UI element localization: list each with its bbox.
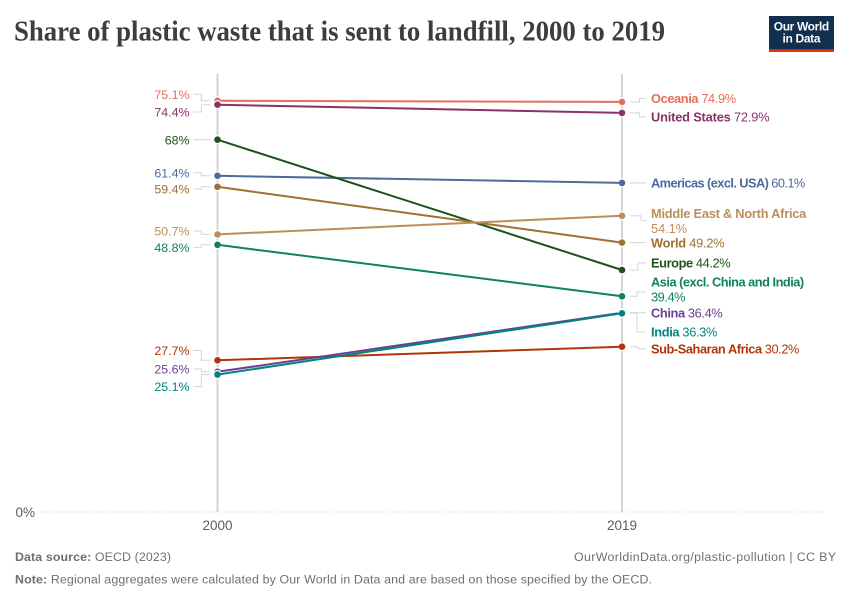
svg-text:Note: Regional aggregates were: Note: Regional aggregates were calculate… <box>15 572 652 586</box>
svg-text:World 49.2%: World 49.2% <box>651 235 725 250</box>
svg-text:48.8%: 48.8% <box>154 241 189 255</box>
svg-text:74.4%: 74.4% <box>154 106 189 120</box>
svg-text:50.7%: 50.7% <box>154 225 189 239</box>
svg-text:OurWorldinData.org/plastic-pol: OurWorldinData.org/plastic-pollution | C… <box>574 550 836 564</box>
svg-text:27.7%: 27.7% <box>154 344 189 358</box>
svg-text:Middle East & North Africa: Middle East & North Africa <box>651 206 807 221</box>
svg-text:Asia (excl. China and India): Asia (excl. China and India) <box>651 275 804 290</box>
svg-text:54.1%: 54.1% <box>651 221 687 236</box>
svg-text:United States 72.9%: United States 72.9% <box>651 110 770 125</box>
svg-text:59.4%: 59.4% <box>154 183 189 197</box>
svg-text:25.6%: 25.6% <box>154 363 189 377</box>
svg-text:39.4%: 39.4% <box>651 289 686 304</box>
svg-text:Americas (excl. USA) 60.1%: Americas (excl. USA) 60.1% <box>651 176 805 191</box>
svg-text:Share of plastic waste that is: Share of plastic waste that is sent to l… <box>14 16 665 48</box>
svg-text:Our World: Our World <box>774 20 830 34</box>
svg-text:75.1%: 75.1% <box>154 88 189 102</box>
svg-text:Sub-Saharan Africa 30.2%: Sub-Saharan Africa 30.2% <box>651 342 799 357</box>
svg-text:2000: 2000 <box>202 518 232 533</box>
svg-text:India 36.3%: India 36.3% <box>651 325 717 340</box>
svg-text:0%: 0% <box>15 505 35 520</box>
svg-text:China 36.4%: China 36.4% <box>651 305 723 320</box>
svg-text:Europe 44.2%: Europe 44.2% <box>651 255 731 270</box>
svg-text:in Data: in Data <box>783 32 821 46</box>
svg-text:61.4%: 61.4% <box>154 166 189 180</box>
svg-text:Oceania 74.9%: Oceania 74.9% <box>651 91 736 106</box>
svg-text:68%: 68% <box>165 133 190 147</box>
svg-text:25.1%: 25.1% <box>154 380 189 394</box>
svg-text:2019: 2019 <box>607 518 637 533</box>
svg-text:Data source: OECD (2023): Data source: OECD (2023) <box>15 550 171 564</box>
